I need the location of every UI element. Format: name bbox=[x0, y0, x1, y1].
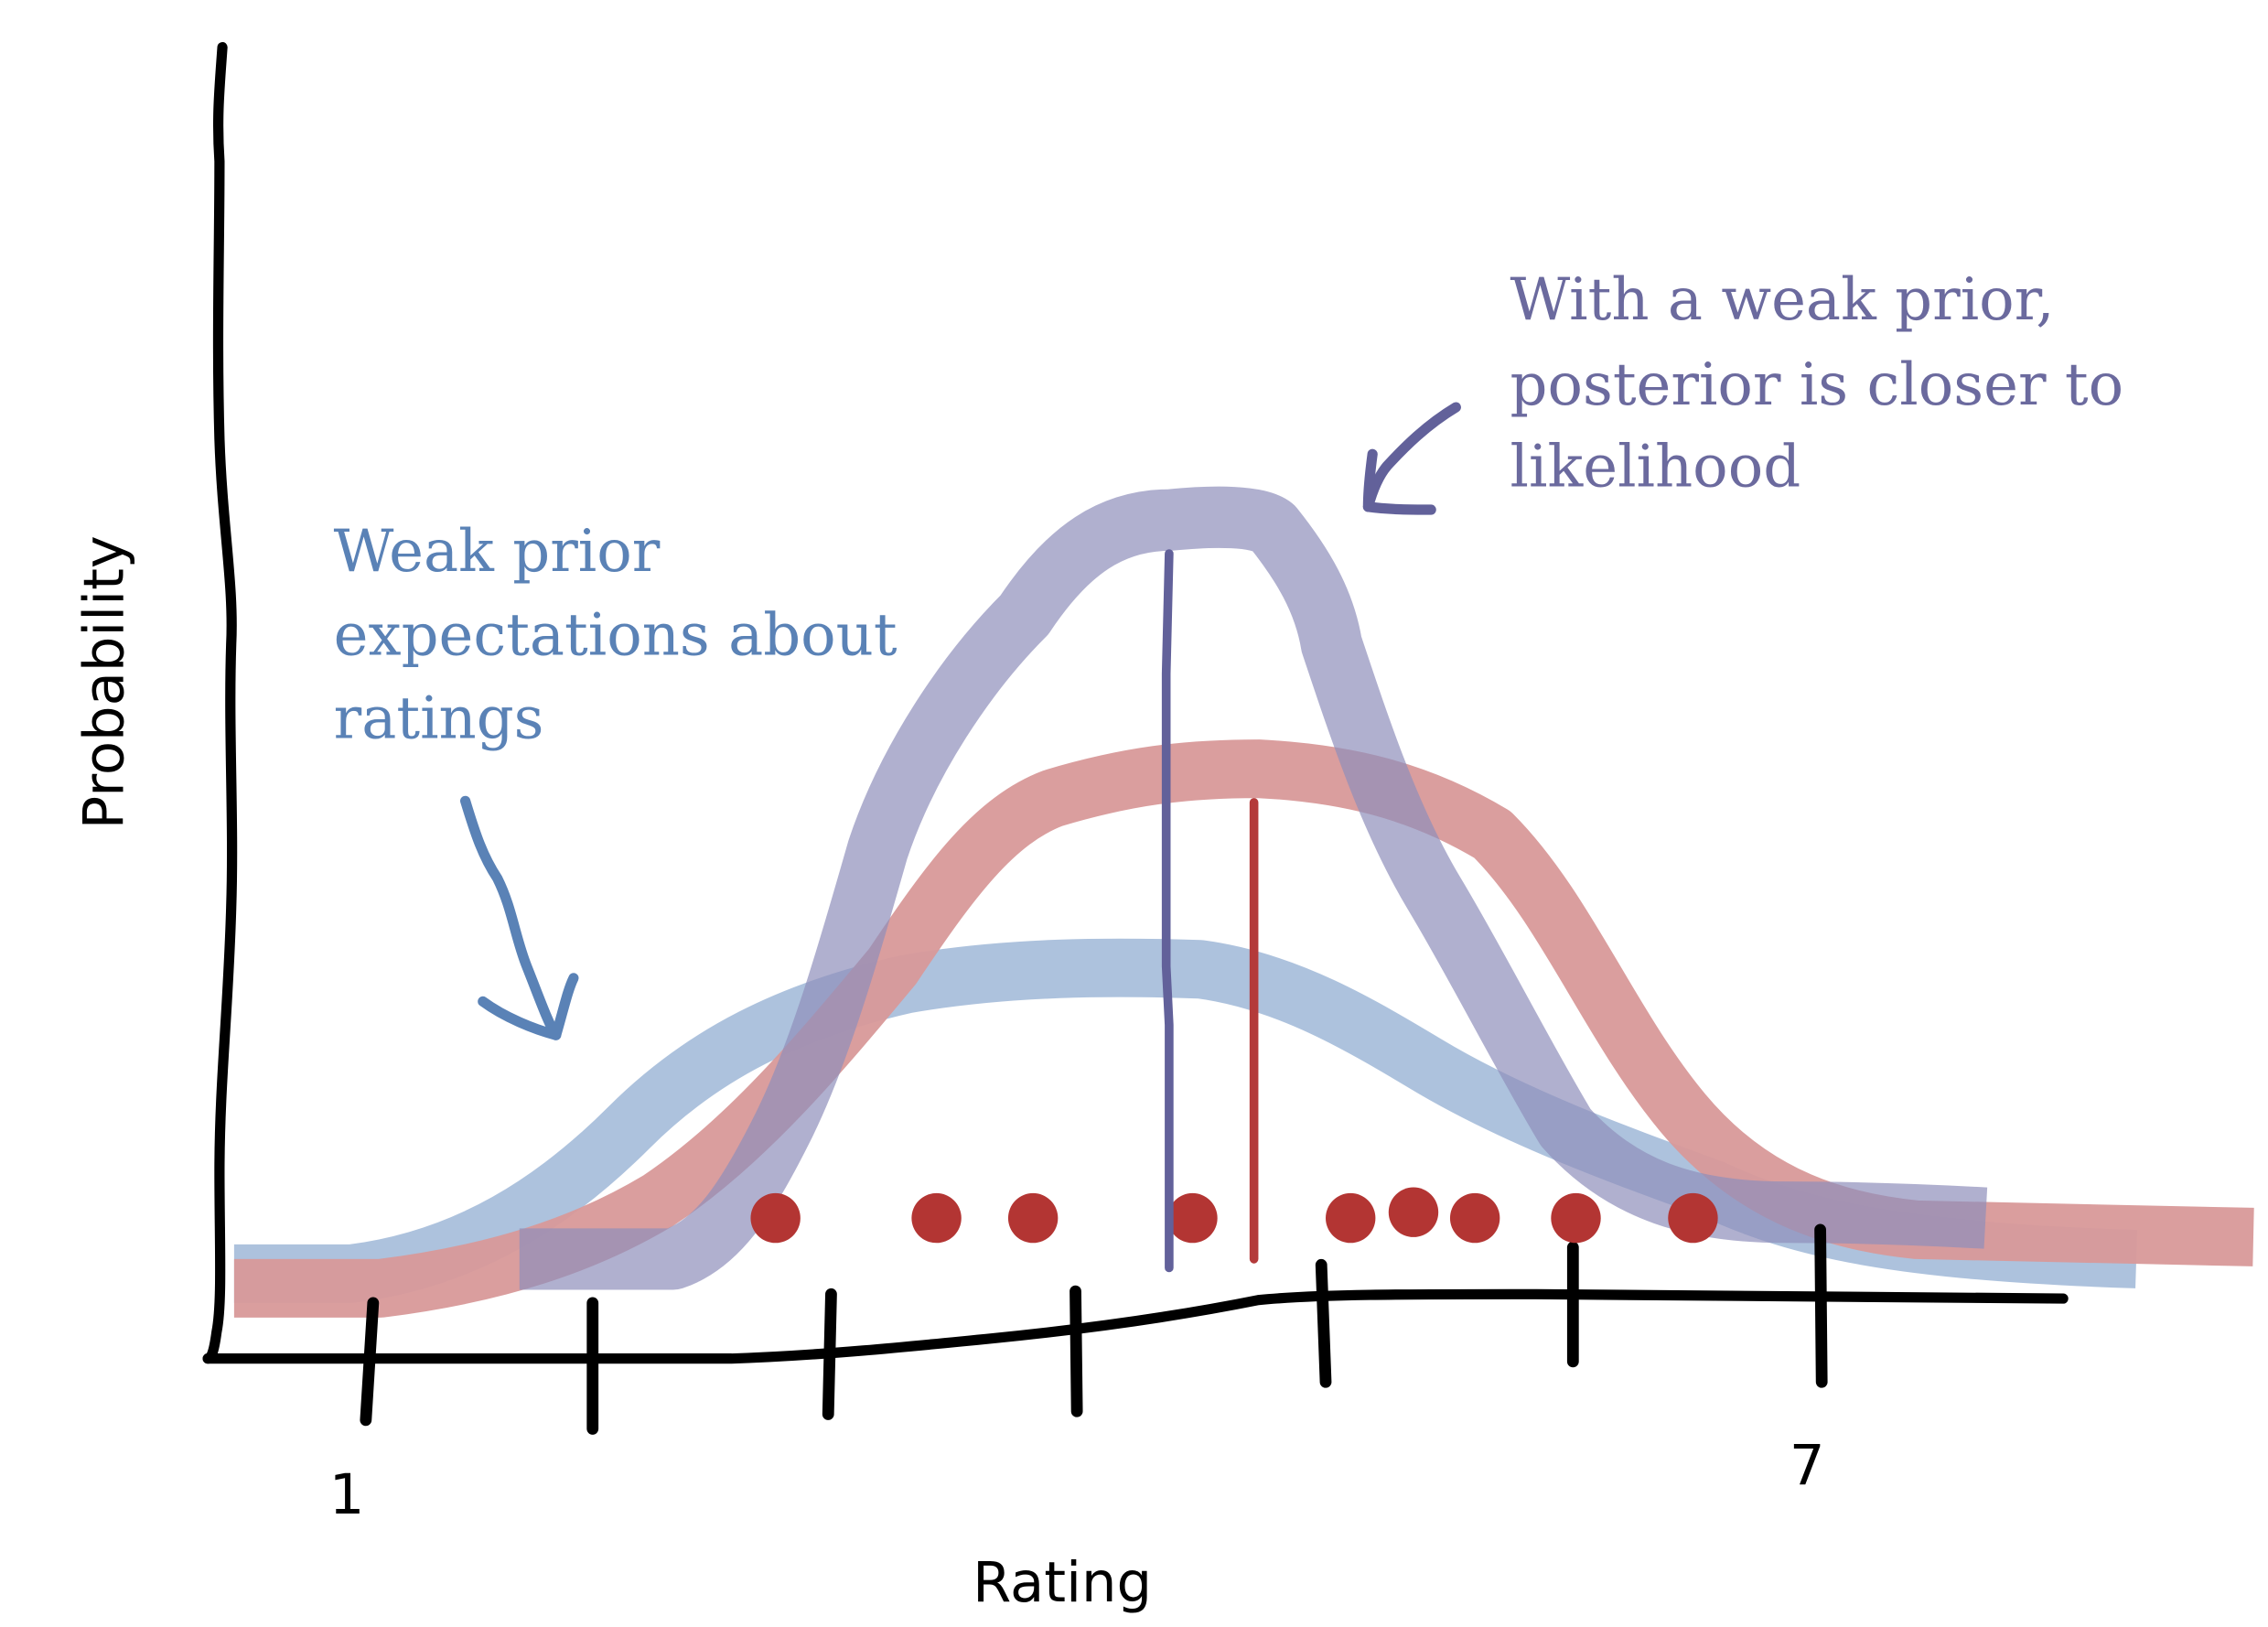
likelihood-curve bbox=[233, 739, 2254, 1318]
data-point bbox=[1551, 1192, 1601, 1244]
posterior-annotation-line: posterior is closer to bbox=[1510, 351, 2124, 419]
tick-1 bbox=[360, 1297, 380, 1427]
prior-annotation-line: ratings bbox=[334, 685, 544, 753]
data-point bbox=[1007, 1192, 1059, 1244]
data-point bbox=[1668, 1192, 1718, 1244]
tick-label-first: 1 bbox=[329, 1463, 365, 1527]
posterior-annotation-line: likelihood bbox=[1510, 433, 1801, 501]
tick-4 bbox=[1070, 1285, 1083, 1417]
posterior-arrow-icon bbox=[1362, 402, 1461, 515]
y-axis bbox=[202, 42, 238, 1364]
posterior-mean-line bbox=[1161, 549, 1174, 1273]
posterior-annotation-line: With a weak prior, bbox=[1510, 266, 2055, 334]
data-point bbox=[1326, 1192, 1376, 1244]
data-point bbox=[1449, 1192, 1500, 1244]
x-ticks bbox=[360, 1223, 1828, 1435]
data-point bbox=[911, 1192, 962, 1244]
tick-label-last: 7 bbox=[1790, 1434, 1825, 1498]
tick-7 bbox=[1814, 1223, 1828, 1388]
data-point bbox=[1167, 1192, 1218, 1244]
data-point bbox=[750, 1192, 801, 1244]
tick-5 bbox=[1315, 1258, 1332, 1388]
prior-annotation: Weak prior expectations about ratings bbox=[334, 518, 898, 752]
prior-arrow-icon bbox=[459, 795, 579, 1040]
data-points bbox=[750, 1187, 1718, 1244]
prior-annotation-line: expectations about bbox=[334, 601, 898, 669]
x-axis-label: Rating bbox=[973, 1551, 1152, 1615]
prior-annotation-line: Weak prior bbox=[334, 518, 661, 586]
posterior-curve bbox=[519, 486, 1988, 1290]
tick-3 bbox=[822, 1288, 837, 1420]
x-axis bbox=[202, 1288, 2069, 1364]
data-point bbox=[1388, 1187, 1439, 1237]
y-axis-label: Probability bbox=[72, 535, 136, 829]
posterior-annotation: With a weak prior, posterior is closer t… bbox=[1510, 266, 2124, 501]
